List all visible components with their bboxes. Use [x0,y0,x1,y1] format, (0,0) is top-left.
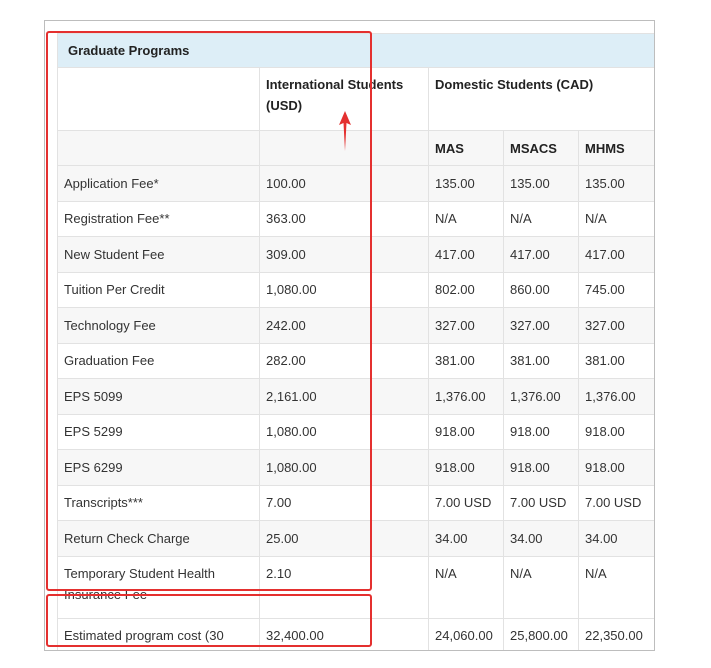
cell-mhms: 135.00 [577,165,654,202]
total-mhms: 22,350.00 [577,617,654,650]
cell-intl: 7.00 [259,484,429,521]
table-title: Graduate Programs [56,33,654,68]
table-row: Transcripts*** 7.00 7.00 USD 7.00 USD 7.00 U… [57,484,654,521]
cell-msacs: 1,376.00 [503,378,579,415]
cell-mas: 34.00 [428,520,504,557]
total-intl: 32,400.00 [259,617,429,650]
cell-msacs: 918.00 [503,449,579,486]
cell-intl: 309.00 [259,236,429,273]
cell-label: New Student Fee [57,236,260,273]
cell-mhms: 918.00 [577,413,654,450]
cell-msacs: 381.00 [503,342,579,379]
header-row: International Students (USD) Domestic St… [57,67,654,131]
cell-msacs: 417.00 [503,236,579,273]
screenshot-frame: Graduate Programs International Students… [44,20,655,651]
cell-mhms: 918.00 [577,449,654,486]
cell-mas: N/A [428,555,504,619]
total-msacs: 25,800.00 [503,617,579,650]
table-row: EPS 5099 2,161.00 1,376.00 1,376.00 1,376.00 [57,378,654,415]
cell-intl: 100.00 [259,165,429,202]
cell-label: Application Fee* [57,165,260,202]
table-row: Application Fee* 100.00 135.00 135.00 135.00 [57,165,654,202]
table-row: EPS 6299 1,080.00 918.00 918.00 918.00 [57,449,654,486]
cell-intl: 2,161.00 [259,378,429,415]
subheader-empty-cell [259,130,429,166]
cell-mas: 918.00 [428,449,504,486]
cell-mhms: 745.00 [577,271,654,308]
cell-intl: 363.00 [259,200,429,237]
cell-intl: 242.00 [259,307,429,344]
header-empty-cell [57,67,260,131]
cell-mhms: 327.00 [577,307,654,344]
cell-label: Graduation Fee [57,342,260,379]
cell-mas: 381.00 [428,342,504,379]
table-row: EPS 5299 1,080.00 918.00 918.00 918.00 [57,413,654,450]
total-mas: 24,060.00 [428,617,504,650]
cell-label: Registration Fee** [57,200,260,237]
table-row: Temporary Student Health Insurance Fee 2.… [57,555,654,619]
cell-intl: 25.00 [259,520,429,557]
cell-mas: 1,376.00 [428,378,504,415]
cell-label: EPS 6299 [57,449,260,486]
cell-label: Transcripts*** [57,484,260,521]
cell-mas: 7.00 USD [428,484,504,521]
cell-msacs: 7.00 USD [503,484,579,521]
cell-msacs: 918.00 [503,413,579,450]
cell-msacs: 135.00 [503,165,579,202]
table-row: Registration Fee** 363.00 N/A N/A N/A [57,200,654,237]
total-label: Estimated program cost (30 credits). ***… [57,617,260,650]
cell-mhms: 34.00 [577,520,654,557]
cell-intl: 282.00 [259,342,429,379]
cell-mhms: N/A [577,200,654,237]
cell-label: Tuition Per Credit [57,271,260,308]
header-international: International Students (USD) [259,67,429,131]
cell-mas: 327.00 [428,307,504,344]
fee-table: Graduate Programs International Students… [56,33,654,650]
cell-mas: N/A [428,200,504,237]
subheader-msacs: MSACS [503,130,579,166]
cell-mas: 135.00 [428,165,504,202]
cell-intl: 2.10 [259,555,429,619]
cell-label: EPS 5299 [57,413,260,450]
subheader-mhms: MHMS [577,130,654,166]
table-row: Tuition Per Credit 1,080.00 802.00 860.00 74… [57,271,654,308]
header-domestic: Domestic Students (CAD) [427,67,654,131]
cell-mas: 417.00 [428,236,504,273]
cell-mhms: 417.00 [577,236,654,273]
table-row: New Student Fee 309.00 417.00 417.00 417.00 [57,236,654,273]
cell-mhms: 7.00 USD [577,484,654,521]
table-row: Graduation Fee 282.00 381.00 381.00 381.00 [57,342,654,379]
cell-intl: 1,080.00 [259,449,429,486]
table-row: Return Check Charge 25.00 34.00 34.00 34.00 [57,520,654,557]
table-title-row: Graduate Programs [56,33,654,68]
cell-mhms: 1,376.00 [577,378,654,415]
cell-msacs: N/A [503,200,579,237]
cell-label: Technology Fee [57,307,260,344]
cell-label: Temporary Student Health Insurance Fee [57,555,260,619]
cell-msacs: N/A [503,555,579,619]
cell-mhms: N/A [577,555,654,619]
subheader-empty-cell [57,130,260,166]
cell-msacs: 327.00 [503,307,579,344]
cell-intl: 1,080.00 [259,413,429,450]
cell-msacs: 860.00 [503,271,579,308]
cell-mhms: 381.00 [577,342,654,379]
table-row: Technology Fee 242.00 327.00 327.00 327.00 [57,307,654,344]
cell-mas: 918.00 [428,413,504,450]
subheader-row: MAS MSACS MHMS [57,130,654,166]
cell-label: Return Check Charge [57,520,260,557]
total-row: Estimated program cost (30 credits). ***… [57,617,654,650]
subheader-mas: MAS [428,130,504,166]
cell-mas: 802.00 [428,271,504,308]
cell-msacs: 34.00 [503,520,579,557]
cell-label: EPS 5099 [57,378,260,415]
cell-intl: 1,080.00 [259,271,429,308]
